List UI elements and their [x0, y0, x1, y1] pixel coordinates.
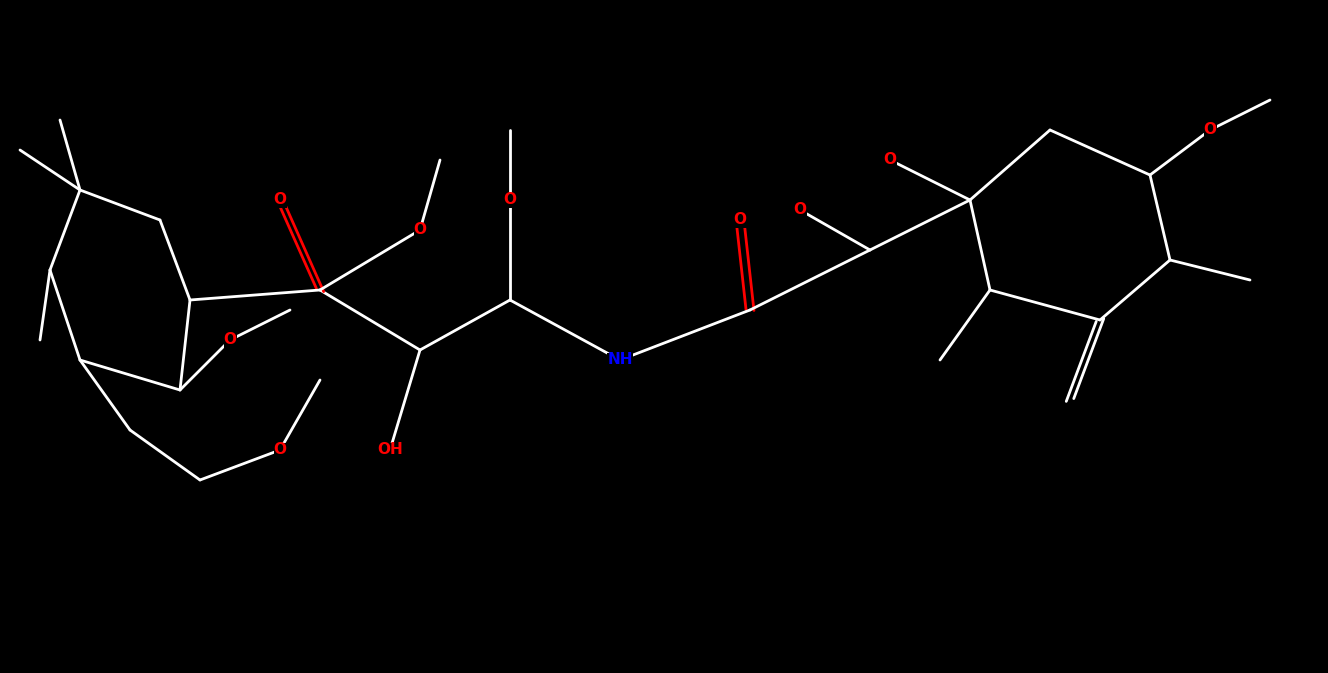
Text: NH: NH [607, 353, 632, 367]
Text: O: O [883, 153, 896, 168]
Text: O: O [1203, 122, 1216, 137]
Text: O: O [223, 332, 236, 347]
Text: O: O [413, 223, 426, 238]
Text: O: O [794, 203, 806, 217]
Text: O: O [733, 213, 746, 227]
Text: O: O [274, 443, 287, 458]
Text: O: O [274, 192, 287, 207]
Text: OH: OH [377, 443, 402, 458]
Text: O: O [503, 192, 517, 207]
